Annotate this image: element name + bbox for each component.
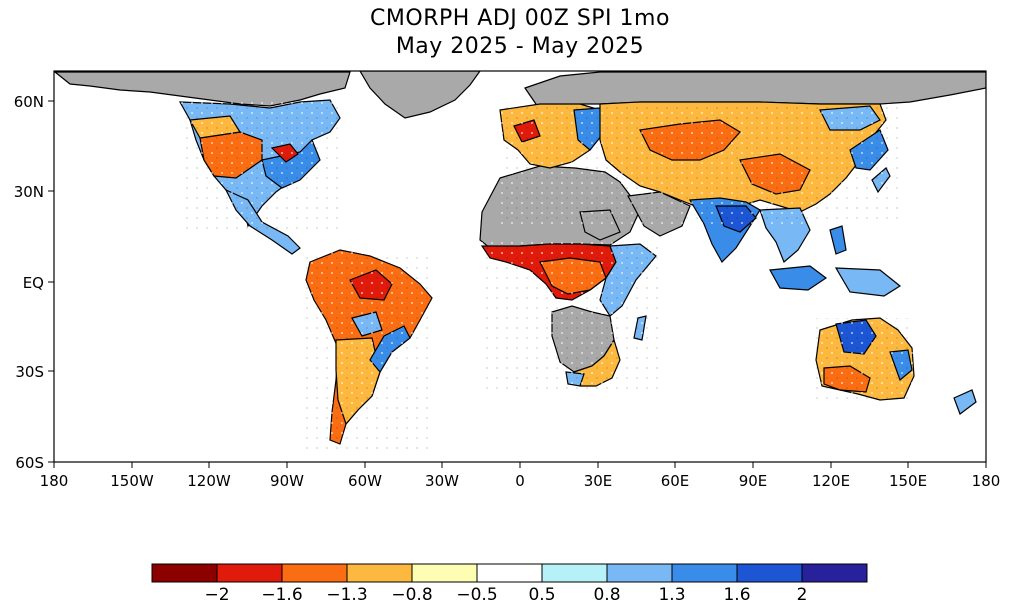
legend-swatch-0 (151, 563, 218, 583)
lon-axis: 180 150W 120W 90W 60W 30W 0 30E 60E 90E … (40, 462, 1001, 490)
legend-swatch-3 (346, 563, 413, 583)
spi-texture (180, 100, 916, 450)
lon-label-30w: 30W (425, 472, 459, 490)
lon-label-90e: 90E (739, 472, 768, 490)
lat-label-30n: 30N (14, 183, 44, 201)
lon-label-0: 0 (515, 472, 525, 490)
lat-label-60n: 60N (14, 93, 44, 111)
legend-swatch-4 (411, 563, 478, 583)
legend-label-8: 1.6 (723, 585, 750, 605)
legend-swatch-1 (216, 563, 283, 583)
lon-label-120w: 120W (187, 472, 231, 490)
legend-label-6: 0.8 (593, 585, 620, 605)
lat-axis: 60N 30N EQ 30S 60S (14, 93, 54, 472)
chart-title-line-1: CMORPH ADJ 00Z SPI 1mo (370, 6, 670, 31)
lon-label-90w: 90W (270, 472, 304, 490)
color-legend: −2 −1.6 −1.3 −0.8 −0.5 0.5 0.8 1.3 1.6 2 (151, 563, 868, 605)
lon-label-180e: 180 (972, 472, 1001, 490)
legend-label-4: −0.5 (456, 585, 497, 605)
legend-swatch-6 (541, 563, 608, 583)
legend-label-2: −1.3 (326, 585, 367, 605)
legend-swatch-2 (281, 563, 348, 583)
legend-label-1: −1.6 (261, 585, 302, 605)
legend-label-5: 0.5 (528, 585, 555, 605)
map-field (54, 71, 986, 450)
legend-swatch-7 (606, 563, 673, 583)
legend-swatch-9 (736, 563, 803, 583)
legend-swatch-5 (476, 563, 543, 583)
lon-label-180w: 180 (40, 472, 69, 490)
legend-label-3: −0.8 (391, 585, 432, 605)
lat-label-eq: EQ (23, 274, 44, 292)
lon-label-150e: 150E (889, 472, 927, 490)
legend-label-0: −2 (204, 585, 229, 605)
lon-label-30e: 30E (584, 472, 613, 490)
legend-label-7: 1.3 (658, 585, 685, 605)
lon-label-60e: 60E (661, 472, 690, 490)
lon-label-60w: 60W (348, 472, 382, 490)
lat-label-30s: 30S (15, 363, 44, 381)
lon-label-120e: 120E (812, 472, 850, 490)
legend-swatch-8 (671, 563, 738, 583)
legend-label-9: 2 (797, 585, 808, 605)
lon-label-150w: 150W (110, 472, 154, 490)
chart-title-line-2: May 2025 - May 2025 (395, 34, 645, 59)
legend-swatch-10 (801, 563, 868, 583)
lat-label-60s: 60S (15, 454, 44, 472)
